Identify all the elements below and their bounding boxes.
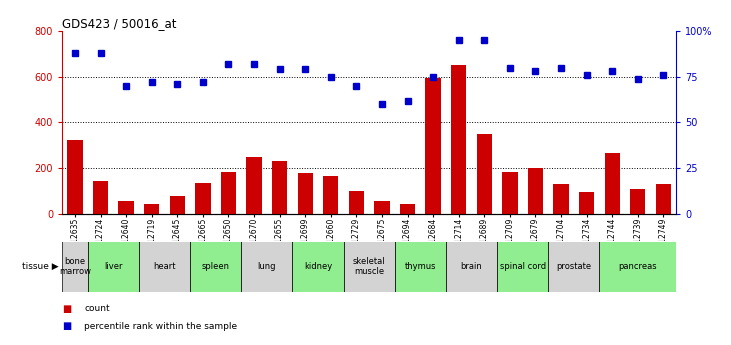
- Bar: [528, 168, 543, 214]
- Bar: [425, 78, 441, 214]
- Text: count: count: [84, 304, 110, 313]
- Text: ■: ■: [62, 304, 72, 314]
- Text: skeletal
muscle: skeletal muscle: [353, 257, 385, 276]
- Text: lung: lung: [257, 262, 276, 271]
- Text: thymus: thymus: [404, 262, 436, 271]
- Bar: [497, 241, 548, 292]
- Text: spleen: spleen: [202, 262, 230, 271]
- Bar: [190, 241, 241, 292]
- Bar: [599, 241, 676, 292]
- Bar: [579, 192, 594, 214]
- Bar: [241, 241, 292, 292]
- Bar: [144, 204, 159, 214]
- Bar: [118, 201, 134, 214]
- Text: brain: brain: [461, 262, 482, 271]
- Bar: [502, 171, 518, 214]
- Text: ■: ■: [62, 321, 72, 331]
- Bar: [298, 173, 313, 214]
- Bar: [630, 189, 645, 214]
- Bar: [195, 183, 211, 214]
- Bar: [93, 181, 108, 214]
- Text: kidney: kidney: [304, 262, 332, 271]
- Bar: [553, 184, 569, 214]
- Bar: [344, 241, 395, 292]
- Bar: [349, 191, 364, 214]
- Bar: [170, 196, 185, 214]
- Text: prostate: prostate: [556, 262, 591, 271]
- Bar: [395, 241, 446, 292]
- Bar: [451, 65, 466, 214]
- Text: heart: heart: [154, 262, 175, 271]
- Text: pancreas: pancreas: [618, 262, 657, 271]
- Bar: [67, 140, 83, 214]
- Text: GDS423 / 50016_at: GDS423 / 50016_at: [62, 17, 177, 30]
- Bar: [400, 204, 415, 214]
- Bar: [139, 241, 190, 292]
- Text: liver: liver: [104, 262, 123, 271]
- Text: bone
marrow: bone marrow: [59, 257, 91, 276]
- Bar: [292, 241, 344, 292]
- Bar: [656, 184, 671, 214]
- Text: tissue ▶: tissue ▶: [22, 262, 58, 271]
- Text: spinal cord: spinal cord: [499, 262, 546, 271]
- Bar: [221, 171, 236, 214]
- Bar: [323, 176, 338, 214]
- Bar: [374, 201, 390, 214]
- Bar: [446, 241, 497, 292]
- Bar: [605, 153, 620, 214]
- Bar: [88, 241, 139, 292]
- Bar: [548, 241, 599, 292]
- Bar: [246, 157, 262, 214]
- Bar: [272, 161, 287, 214]
- Bar: [477, 134, 492, 214]
- Text: percentile rank within the sample: percentile rank within the sample: [84, 322, 237, 331]
- Bar: [62, 241, 88, 292]
